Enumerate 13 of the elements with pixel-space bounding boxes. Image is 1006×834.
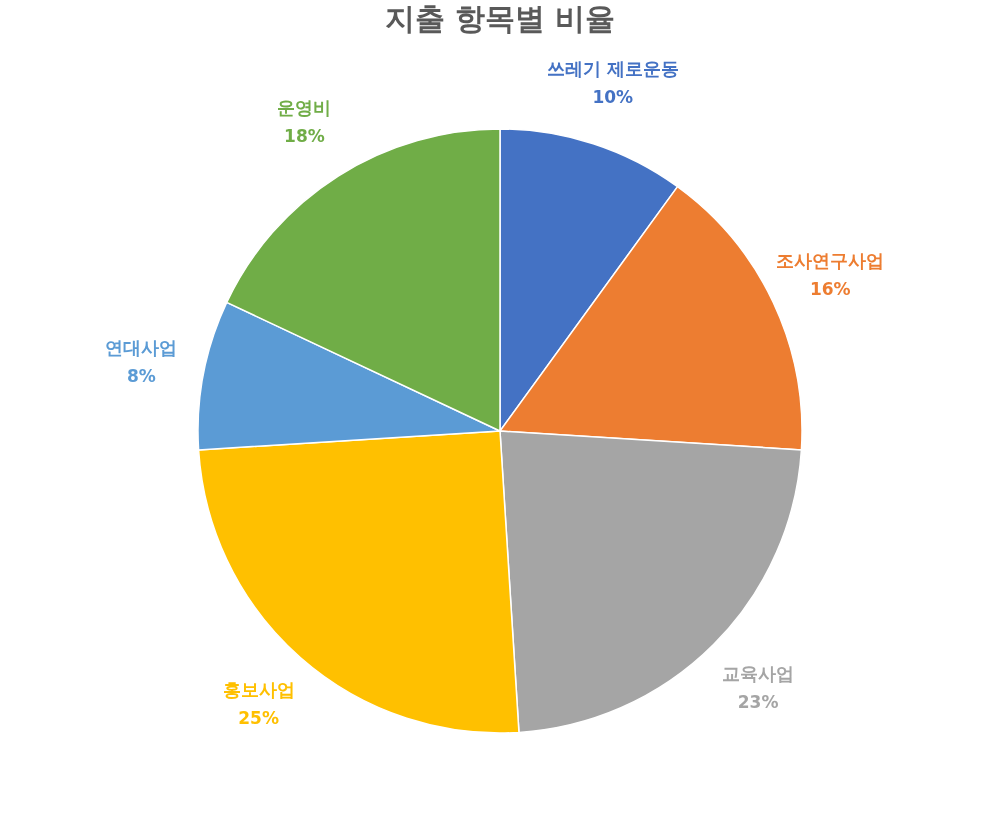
data-label: 18% [284,125,325,146]
data-label: 8% [127,365,156,386]
data-label: 25% [238,707,279,728]
slice-label: 홍보사업 [222,678,295,700]
slice-label: 쓰레기 제로운동 [546,57,679,79]
slice-label: 연대사업 [105,336,178,358]
slice-label: 운영비 [277,96,332,118]
data-label: 16% [809,278,851,299]
data-label: 10% [592,86,634,107]
slice-label: 조사연구사업 [776,249,885,271]
data-label: 23% [737,692,779,713]
chart-title: 지출 항목별 비율 [384,1,616,36]
slice-label: 교육사업 [722,663,795,685]
